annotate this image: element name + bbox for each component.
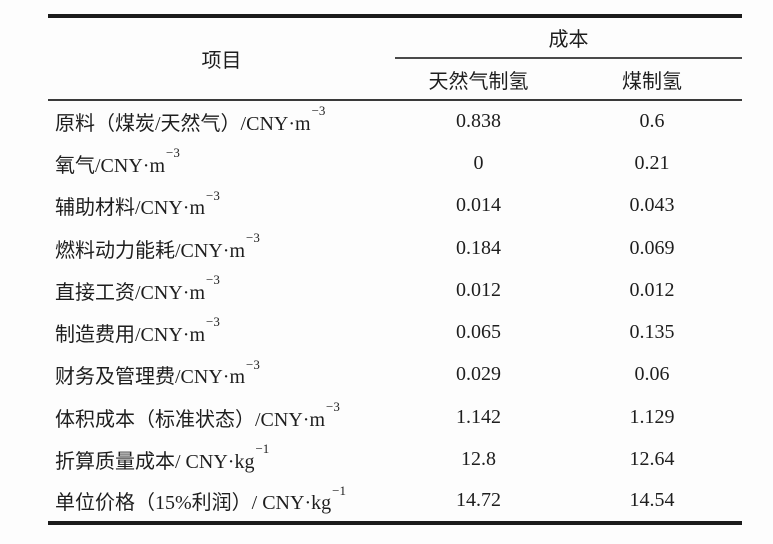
gas-value: 0.012 <box>456 278 501 301</box>
gas-value: 14.72 <box>456 489 501 512</box>
coal-value: 0.135 <box>629 321 675 344</box>
header-cost-group: 成本 <box>395 16 742 59</box>
row-label: 财务及管理费/CNY·m−3 <box>48 354 395 396</box>
row-label-text: 制造费用/CNY·m <box>55 324 205 347</box>
gas-value: 0.184 <box>456 236 501 259</box>
unit-exponent: −1 <box>332 482 346 498</box>
gas-value: 12.8 <box>461 448 496 471</box>
table-row: 原料（煤炭/天然气）/CNY·m−3 0.838 0.6 <box>48 100 742 142</box>
coal-value: 12.64 <box>629 448 675 471</box>
table-header: 项目 成本 天然气制氢 煤制氢 <box>48 16 742 100</box>
table-row: 体积成本（标准状态）/CNY·m−3 1.142 1.129 <box>48 396 742 438</box>
unit-exponent: −3 <box>206 187 220 203</box>
row-label-text: 折算质量成本/ CNY·kg <box>55 451 255 474</box>
row-label-text: 燃料动力能耗/CNY·m <box>55 239 245 262</box>
header-row-sub: 天然气制氢 煤制氢 <box>48 58 742 100</box>
row-label: 单位价格（15%利润）/ CNY·kg−1 <box>48 481 395 523</box>
header-col-gas: 天然气制氢 <box>428 70 529 93</box>
row-label-text: 氧气/CNY·m <box>55 154 165 177</box>
row-label: 折算质量成本/ CNY·kg−1 <box>48 438 395 480</box>
gas-value: 0 <box>473 151 484 174</box>
coal-value: 1.129 <box>629 405 675 428</box>
coal-value: 14.54 <box>629 489 675 512</box>
row-label-text: 单位价格（15%利润）/ CNY·kg <box>55 492 332 515</box>
coal-value: 0.012 <box>629 278 675 301</box>
unit-exponent: −3 <box>311 103 326 119</box>
table-row: 单位价格（15%利润）/ CNY·kg−1 14.72 14.54 <box>48 481 742 523</box>
coal-value: 0.069 <box>629 236 675 259</box>
row-label-text: 财务及管理费/CNY·m <box>55 366 245 389</box>
row-label-text: 直接工资/CNY·m <box>55 281 205 304</box>
row-label: 氧气/CNY·m−3 <box>48 142 395 184</box>
table-row: 制造费用/CNY·m−3 0.065 0.135 <box>48 311 742 353</box>
row-label-text: 辅助材料/CNY·m <box>55 197 205 220</box>
row-label: 辅助材料/CNY·m−3 <box>48 185 395 227</box>
gas-value: 0.838 <box>456 110 501 133</box>
row-label-text: 原料（煤炭/天然气）/CNY·m <box>55 113 311 136</box>
table-row: 燃料动力能耗/CNY·m−3 0.184 0.069 <box>48 227 742 269</box>
cost-table: 项目 成本 天然气制氢 煤制氢 原料（煤炭/天然气）/CNY·m−3 0.838… <box>48 14 742 525</box>
coal-value: 0.06 <box>634 363 670 386</box>
header-row-group: 项目 成本 <box>48 16 742 72</box>
unit-exponent: −3 <box>206 272 220 288</box>
header-item: 项目 <box>201 50 242 72</box>
gas-value: 1.142 <box>456 405 501 428</box>
unit-exponent: −3 <box>206 314 220 330</box>
row-label-text: 体积成本（标准状态）/CNY·m <box>55 408 325 431</box>
row-label: 燃料动力能耗/CNY·m−3 <box>48 227 395 269</box>
gas-value: 0.065 <box>456 321 501 344</box>
coal-value: 0.6 <box>639 110 665 133</box>
unit-exponent: −3 <box>166 145 180 161</box>
gas-value: 0.014 <box>456 194 501 217</box>
table-row: 折算质量成本/ CNY·kg−1 12.8 12.64 <box>48 438 742 480</box>
gas-value: 0.029 <box>456 363 501 386</box>
table-row: 直接工资/CNY·m−3 0.012 0.012 <box>48 269 742 311</box>
table-row: 财务及管理费/CNY·m−3 0.029 0.06 <box>48 354 742 396</box>
unit-exponent: −3 <box>246 356 260 372</box>
row-label: 体积成本（标准状态）/CNY·m−3 <box>48 396 395 438</box>
table-row: 氧气/CNY·m−3 0 0.21 <box>48 142 742 184</box>
unit-exponent: −3 <box>246 229 260 245</box>
row-label: 原料（煤炭/天然气）/CNY·m−3 <box>48 100 395 142</box>
row-label: 制造费用/CNY·m−3 <box>48 311 395 353</box>
coal-value: 0.043 <box>629 194 675 217</box>
row-label: 直接工资/CNY·m−3 <box>48 269 395 311</box>
table-row: 辅助材料/CNY·m−3 0.014 0.043 <box>48 185 742 227</box>
header-col-coal: 煤制氢 <box>622 70 682 93</box>
unit-exponent: −1 <box>255 441 270 457</box>
table-body: 原料（煤炭/天然气）/CNY·m−3 0.838 0.6 氧气/CNY·m−3 … <box>48 100 742 523</box>
unit-exponent: −3 <box>326 399 340 415</box>
coal-value: 0.21 <box>634 151 670 174</box>
